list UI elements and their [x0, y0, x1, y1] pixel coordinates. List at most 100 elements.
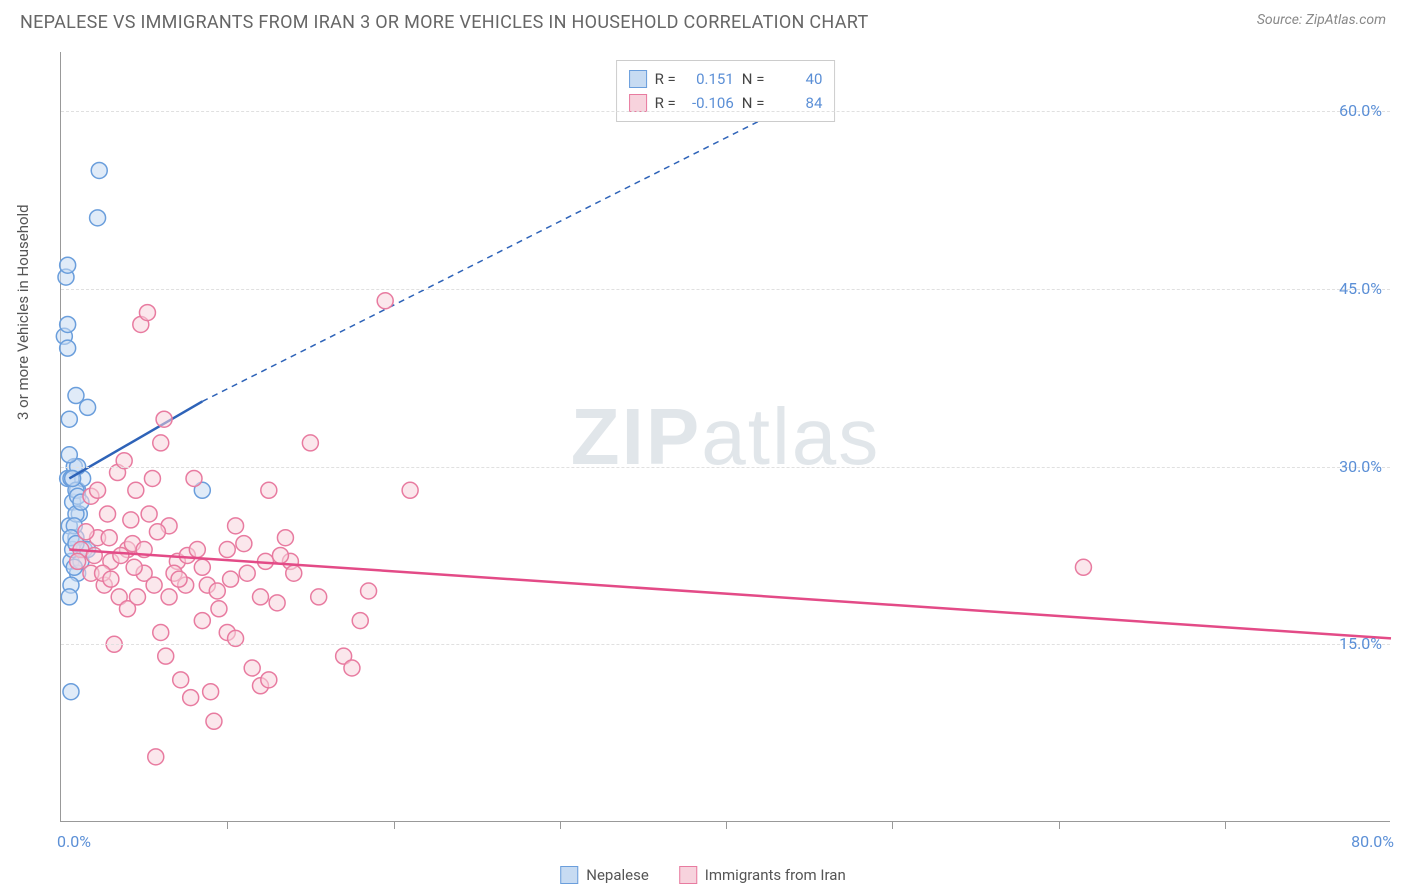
legend-item-1: Nepalese — [560, 866, 649, 884]
scatter-point — [158, 648, 174, 664]
scatter-point — [194, 613, 210, 629]
x-tick — [394, 821, 395, 829]
scatter-point — [402, 482, 418, 498]
scatter-point — [261, 482, 277, 498]
chart-plot-area: ZIPatlas R = 0.151 N = 40 R = -0.106 N =… — [60, 52, 1390, 822]
stats-row-series-1: R = 0.151 N = 40 — [629, 67, 823, 91]
scatter-point — [219, 542, 235, 558]
x-tick — [227, 821, 228, 829]
r-value-1: 0.151 — [684, 67, 734, 91]
scatter-point — [244, 660, 260, 676]
scatter-point — [183, 690, 199, 706]
swatch-series-2 — [629, 94, 647, 112]
scatter-point — [239, 565, 255, 581]
scatter-point — [68, 388, 84, 404]
scatter-point — [277, 530, 293, 546]
y-tick-label: 30.0% — [1339, 457, 1382, 476]
stats-legend: R = 0.151 N = 40 R = -0.106 N = 84 — [616, 60, 836, 122]
scatter-point — [203, 684, 219, 700]
y-tick-label: 15.0% — [1339, 634, 1382, 653]
scatter-point — [173, 672, 189, 688]
y-tick-label: 60.0% — [1339, 101, 1382, 120]
gridline-h — [61, 289, 1390, 290]
scatter-point — [60, 257, 76, 273]
scatter-point — [171, 571, 187, 587]
legend-label-1: Nepalese — [586, 866, 649, 884]
scatter-point — [352, 613, 368, 629]
scatter-point — [70, 553, 86, 569]
x-tick — [1059, 821, 1060, 829]
scatter-point — [141, 506, 157, 522]
scatter-point — [344, 660, 360, 676]
scatter-point — [123, 512, 139, 528]
scatter-point — [90, 210, 106, 226]
scatter-point — [253, 589, 269, 605]
gridline-h — [61, 111, 1390, 112]
scatter-point — [153, 435, 169, 451]
scatter-point — [161, 589, 177, 605]
scatter-point — [146, 577, 162, 593]
source-label: Source: ZipAtlas.com — [1257, 12, 1386, 28]
scatter-point — [103, 571, 119, 587]
scatter-point — [63, 684, 79, 700]
scatter-point — [129, 589, 145, 605]
gridline-h — [61, 467, 1390, 468]
legend-item-2: Immigrants from Iran — [679, 866, 846, 884]
scatter-point — [223, 571, 239, 587]
scatter-point — [209, 583, 225, 599]
trend-line-dashed — [202, 88, 825, 402]
scatter-point — [1075, 559, 1091, 575]
scatter-svg — [61, 52, 1390, 821]
swatch-series-1 — [629, 70, 647, 88]
scatter-point — [101, 530, 117, 546]
scatter-point — [311, 589, 327, 605]
scatter-point — [272, 547, 288, 563]
y-tick-label: 45.0% — [1339, 279, 1382, 298]
scatter-point — [78, 524, 94, 540]
x-tick — [1225, 821, 1226, 829]
scatter-point — [90, 482, 106, 498]
x-tick — [892, 821, 893, 829]
scatter-point — [144, 470, 160, 486]
scatter-point — [377, 293, 393, 309]
x-tick — [560, 821, 561, 829]
scatter-point — [61, 411, 77, 427]
gridline-h — [61, 644, 1390, 645]
scatter-point — [261, 672, 277, 688]
scatter-point — [236, 536, 252, 552]
n-value-1: 40 — [772, 67, 822, 91]
scatter-point — [149, 524, 165, 540]
scatter-point — [61, 447, 77, 463]
legend-swatch-1 — [560, 866, 578, 884]
scatter-point — [156, 411, 172, 427]
scatter-point — [228, 518, 244, 534]
x-max-label: 80.0% — [1351, 832, 1394, 851]
scatter-point — [60, 340, 76, 356]
scatter-point — [269, 595, 285, 611]
scatter-point — [153, 624, 169, 640]
scatter-point — [61, 589, 77, 605]
x-tick — [726, 821, 727, 829]
scatter-point — [206, 713, 222, 729]
y-axis-label: 3 or more Vehicles in Household — [14, 204, 32, 420]
scatter-point — [91, 162, 107, 178]
scatter-point — [211, 601, 227, 617]
scatter-point — [100, 506, 116, 522]
scatter-point — [148, 749, 164, 765]
scatter-point — [186, 470, 202, 486]
scatter-point — [286, 565, 302, 581]
legend-swatch-2 — [679, 866, 697, 884]
scatter-point — [302, 435, 318, 451]
legend-label-2: Immigrants from Iran — [705, 866, 846, 884]
scatter-point — [189, 542, 205, 558]
scatter-point — [60, 316, 76, 332]
scatter-point — [126, 559, 142, 575]
r-label-1: R = — [655, 67, 676, 91]
x-min-label: 0.0% — [57, 832, 91, 851]
scatter-point — [194, 559, 210, 575]
chart-title: NEPALESE VS IMMIGRANTS FROM IRAN 3 OR MO… — [20, 12, 869, 33]
scatter-point — [139, 305, 155, 321]
bottom-legend: Nepalese Immigrants from Iran — [560, 866, 846, 884]
scatter-point — [128, 482, 144, 498]
scatter-point — [361, 583, 377, 599]
